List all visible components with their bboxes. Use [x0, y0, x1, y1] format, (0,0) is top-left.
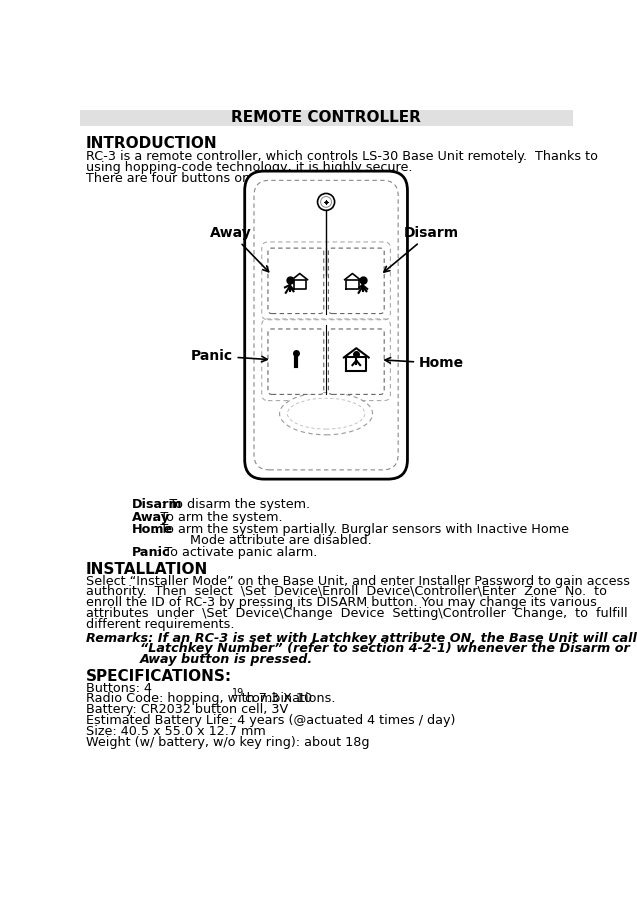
- Text: Mode attribute are disabled.: Mode attribute are disabled.: [190, 534, 372, 547]
- Text: : To arm the system.: : To arm the system.: [152, 511, 282, 524]
- Text: RC-3 is a remote controller, which controls LS-30 Base Unit remotely.  Thanks to: RC-3 is a remote controller, which contr…: [86, 151, 598, 164]
- Text: authority.  Then  select  \Set  Device\Enroll  Device\Controller\Enter  Zone  No: authority. Then select \Set Device\Enrol…: [86, 585, 607, 598]
- Text: Panic: Panic: [190, 348, 267, 363]
- Text: combinations.: combinations.: [241, 692, 335, 706]
- Text: Buttons: 4: Buttons: 4: [86, 682, 152, 695]
- Text: There are four buttons on RC-3, as shown below: There are four buttons on RC-3, as shown…: [86, 172, 394, 185]
- Text: Disarm: Disarm: [384, 225, 459, 272]
- FancyBboxPatch shape: [268, 329, 324, 394]
- Circle shape: [318, 193, 334, 210]
- Text: “Latchkey Number” (refer to section 4-2-1) whenever the Disarm or: “Latchkey Number” (refer to section 4-2-…: [140, 642, 630, 655]
- Text: Weight (w/ battery, w/o key ring): about 18g: Weight (w/ battery, w/o key ring): about…: [86, 735, 369, 748]
- Text: enroll the ID of RC-3 by pressing its DISARM button. You may change its various: enroll the ID of RC-3 by pressing its DI…: [86, 596, 597, 609]
- Text: Size: 40.5 x 55.0 x 12.7 mm: Size: 40.5 x 55.0 x 12.7 mm: [86, 725, 266, 738]
- Text: Select “Installer Mode” on the Base Unit, and enter Installer Password to gain a: Select “Installer Mode” on the Base Unit…: [86, 574, 630, 587]
- Text: SPECIFICATIONS:: SPECIFICATIONS:: [86, 668, 232, 684]
- Text: : To activate panic alarm.: : To activate panic alarm.: [156, 546, 318, 559]
- Text: Disarm: Disarm: [132, 498, 183, 511]
- Text: Away button is pressed.: Away button is pressed.: [140, 653, 313, 666]
- Text: Battery: CR2032 button cell, 3V: Battery: CR2032 button cell, 3V: [86, 703, 288, 716]
- Text: Estimated Battery Life: 4 years (@actuated 4 times / day): Estimated Battery Life: 4 years (@actuat…: [86, 714, 455, 727]
- Text: different requirements.: different requirements.: [86, 618, 234, 630]
- Text: using hopping-code technology, it is highly secure.: using hopping-code technology, it is hig…: [86, 161, 412, 174]
- FancyBboxPatch shape: [329, 329, 384, 394]
- Text: Away: Away: [210, 225, 269, 272]
- Text: Home: Home: [385, 357, 464, 370]
- Text: Radio Code: hopping, with 7.3 X 10: Radio Code: hopping, with 7.3 X 10: [86, 692, 312, 706]
- Text: : To disarm the system.: : To disarm the system.: [161, 498, 310, 511]
- Text: Home: Home: [132, 523, 173, 536]
- FancyBboxPatch shape: [268, 248, 324, 313]
- Text: 19: 19: [231, 687, 244, 698]
- Text: Panic: Panic: [132, 546, 171, 559]
- Text: attributes  under  \Set  Device\Change  Device  Setting\Controller  Change,  to : attributes under \Set Device\Change Devi…: [86, 607, 627, 620]
- Text: INTRODUCTION: INTRODUCTION: [86, 136, 217, 152]
- FancyBboxPatch shape: [329, 248, 384, 313]
- FancyBboxPatch shape: [245, 171, 408, 479]
- Text: Remarks: If an RC-3 is set with Latchkey attribute ON, the Base Unit will call: Remarks: If an RC-3 is set with Latchkey…: [86, 631, 637, 644]
- Bar: [80, 110, 573, 126]
- Ellipse shape: [280, 392, 373, 435]
- Text: REMOTE CONTROLLER: REMOTE CONTROLLER: [231, 110, 421, 126]
- Text: INSTALLATION: INSTALLATION: [86, 562, 208, 576]
- Circle shape: [320, 197, 331, 208]
- Text: Away: Away: [132, 511, 171, 524]
- Text: : To arm the system partially. Burglar sensors with Inactive Home: : To arm the system partially. Burglar s…: [152, 523, 569, 536]
